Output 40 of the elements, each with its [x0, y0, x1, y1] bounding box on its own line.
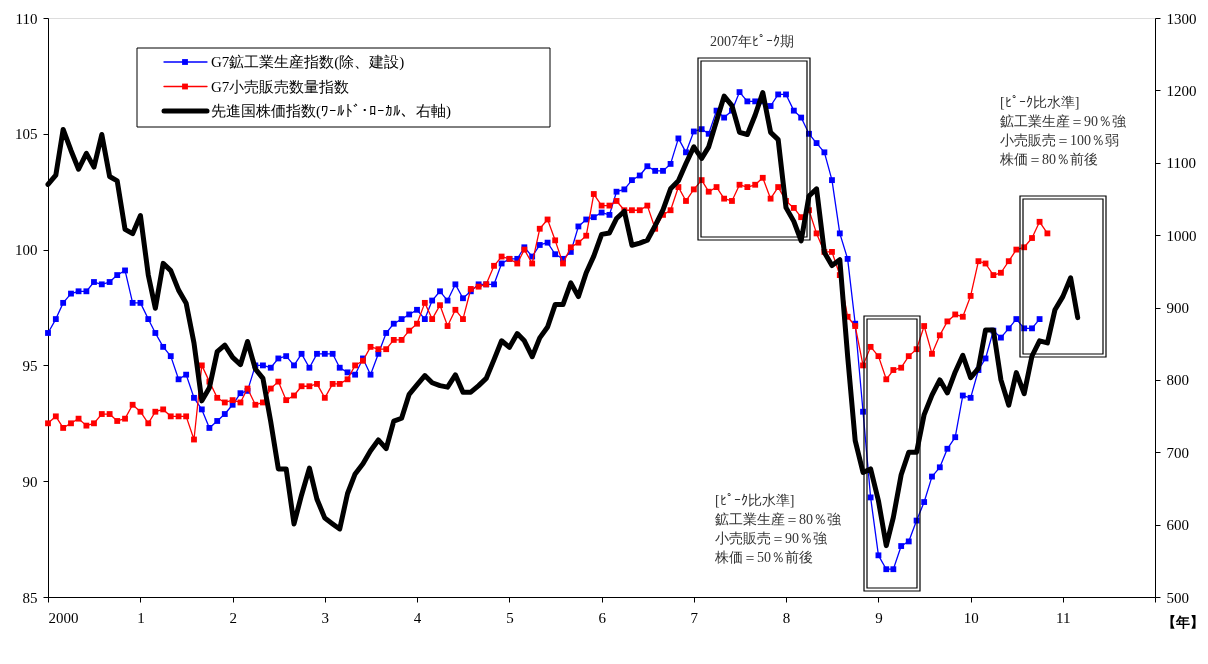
annotation: 小売販売＝100％弱	[1000, 133, 1119, 148]
x-tick-label: 10	[963, 609, 979, 626]
y2-tick-label: 1200	[1166, 82, 1197, 99]
legend-label: 先進国株価指数(ﾜｰﾙﾄﾞ･ﾛｰｶﾙ、右軸)	[211, 103, 451, 120]
y-tick-label: 85	[22, 589, 38, 606]
x-tick-label: 4	[413, 609, 422, 626]
y2-tick-label: 1100	[1166, 155, 1196, 172]
annotation: 鉱工業生産＝80％強	[715, 512, 841, 527]
x-tick-label: 7	[690, 609, 699, 626]
x-tick-label: 2	[229, 609, 237, 626]
annotation: 2007年ﾋﾟｰｸ期	[710, 34, 794, 49]
x-tick-label: 6	[598, 609, 607, 626]
x-tick-label: 9	[875, 609, 883, 626]
x-tick-label: 11	[1056, 609, 1071, 626]
y-tick-label: 90	[22, 473, 38, 490]
x-tick-label: 8	[782, 609, 791, 626]
y2-tick-label: 500	[1166, 589, 1189, 606]
y2-tick-label: 1300	[1166, 10, 1197, 27]
annotation: 鉱工業生産＝90％強	[1000, 114, 1126, 129]
x-tick-label: 3	[321, 609, 330, 626]
x-axis-title: 【年】	[1162, 615, 1204, 630]
legend-label: G7小売販売数量指数	[211, 78, 350, 95]
x-tick-label: 2000	[48, 609, 79, 626]
y-tick-label: 105	[15, 126, 38, 143]
annotation: 小売販売＝90％強	[715, 531, 827, 546]
legend-label: G7鉱工業生産指数(除、建設)	[211, 54, 405, 71]
annotation: 株価＝80％前後	[999, 152, 1098, 167]
y2-tick-label: 700	[1166, 444, 1189, 461]
y-tick-label: 100	[15, 242, 38, 259]
annotation: [ﾋﾟｰｸ比水準]	[715, 493, 795, 508]
x-tick-label: 1	[137, 609, 145, 626]
x-tick-label: 5	[506, 609, 514, 626]
annotation: 株価＝50％前後	[714, 550, 813, 565]
y2-tick-label: 600	[1166, 517, 1189, 534]
y-tick-label: 110	[15, 10, 38, 27]
y-tick-label: 95	[22, 357, 38, 374]
annotation: [ﾋﾟｰｸ比水準]	[1000, 95, 1080, 110]
y2-tick-label: 800	[1166, 372, 1189, 389]
y2-tick-label: 1000	[1166, 227, 1197, 244]
y2-tick-label: 900	[1166, 300, 1189, 316]
